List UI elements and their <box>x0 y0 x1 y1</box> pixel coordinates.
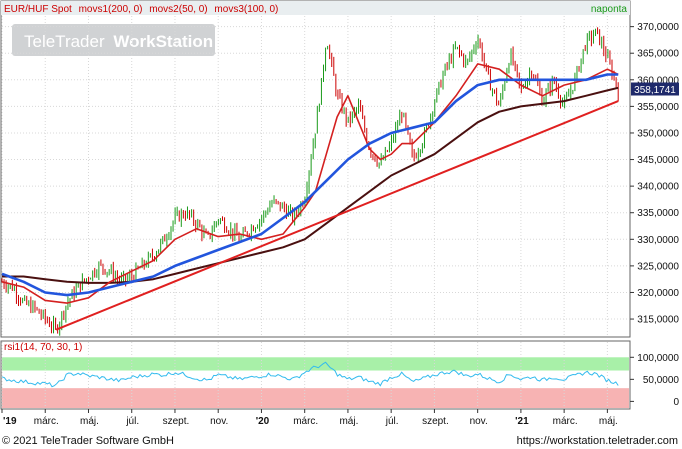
x-tick-label: szept. <box>163 416 190 427</box>
last-price-box <box>631 82 679 96</box>
footer-copyright: © 2021 TeleTrader Software GmbH <box>2 435 174 447</box>
price-y-tick-label: 340,0000 <box>637 182 679 193</box>
price-y-tick-label: 335,0000 <box>637 208 679 219</box>
movs3-line <box>1 73 619 297</box>
rsi-overbought-zone <box>2 357 629 371</box>
x-tick-label: '21 <box>515 416 529 427</box>
trend-line <box>55 100 619 331</box>
x-tick-label: nov. <box>210 416 228 427</box>
x-axis: '19 márc. máj. júl. szept. nov. '20 márc. máj. jú… <box>1 409 618 427</box>
rsi-line-layer <box>1 361 619 388</box>
price-gridlines <box>1 16 629 408</box>
price-y-tick-label: 355,0000 <box>637 102 679 113</box>
x-tick-label: szept. <box>422 416 449 427</box>
watermark-background <box>12 24 215 56</box>
x-tick-label: márc. <box>34 416 59 427</box>
x-tick-label: '20 <box>256 416 270 427</box>
x-tick-label: márc. <box>553 416 578 427</box>
price-y-tick-label: 360,0000 <box>637 75 679 86</box>
price-y-tick-label: 365,0000 <box>637 49 679 60</box>
header-period: naponta <box>591 4 628 15</box>
header-movs1: movs1(200, 0) <box>79 4 143 15</box>
rsi-oversold-zone <box>2 388 629 408</box>
x-tick-label: '19 <box>3 416 17 427</box>
price-y-tick-label: 325,0000 <box>637 261 679 272</box>
watermark-brand: TeleTrader <box>24 32 105 51</box>
price-y-tick-label: 320,0000 <box>637 288 679 299</box>
rsi-header: rsi1(14, 70, 30, 1) <box>4 342 82 353</box>
rsi-line <box>1 361 619 388</box>
price-y-tick-label: 370,0000 <box>637 22 679 33</box>
rsi-y-axis: 0 50,0000 100,0000 <box>630 353 679 408</box>
price-y-axis: 315,0000 320,0000 325,0000 330,0000 335,0000… <box>630 22 679 326</box>
price-panel-frame <box>0 0 631 338</box>
price-y-tick-label: 350,0000 <box>637 128 679 139</box>
x-tick-label: máj. <box>339 416 358 427</box>
price-indicator-lines <box>1 63 619 331</box>
header-text: EUR/HUF Spot movs1(200, 0) movs2(50, 0) … <box>4 4 278 15</box>
header-movs3: movs3(100, 0) <box>214 4 278 15</box>
movs1-line <box>2 86 619 284</box>
watermark-text: TeleTrader WorkStation <box>24 32 213 51</box>
watermark-product: WorkStation <box>113 32 213 51</box>
last-price-label: 358,1741 <box>634 85 676 96</box>
x-tick-label: nov. <box>470 416 488 427</box>
x-tick-label: márc. <box>293 416 318 427</box>
rsi-y-tick-label: 100,0000 <box>637 353 679 364</box>
header-movs2: movs2(50, 0) <box>149 4 207 15</box>
rsi-y-tick-label: 0 <box>673 397 679 408</box>
movs2-line <box>1 63 619 304</box>
rsi-y-tick-label: 50,0000 <box>643 375 680 386</box>
x-tick-label: máj. <box>599 416 618 427</box>
footer-url: https://workstation.teletrader.com <box>517 435 678 447</box>
price-y-tick-label: 330,0000 <box>637 235 679 246</box>
header-instrument: EUR/HUF Spot <box>4 4 72 15</box>
header-bar <box>1 1 630 15</box>
x-tick-label: júl. <box>385 416 399 427</box>
price-y-tick-label: 315,0000 <box>637 315 679 326</box>
x-tick-label: máj. <box>80 416 99 427</box>
watermark-logo: TeleTrader WorkStation <box>12 24 215 56</box>
price-y-tick-label: 345,0000 <box>637 155 679 166</box>
x-tick-label: júl. <box>125 416 139 427</box>
last-price-marker: 358,1741 <box>631 82 679 96</box>
